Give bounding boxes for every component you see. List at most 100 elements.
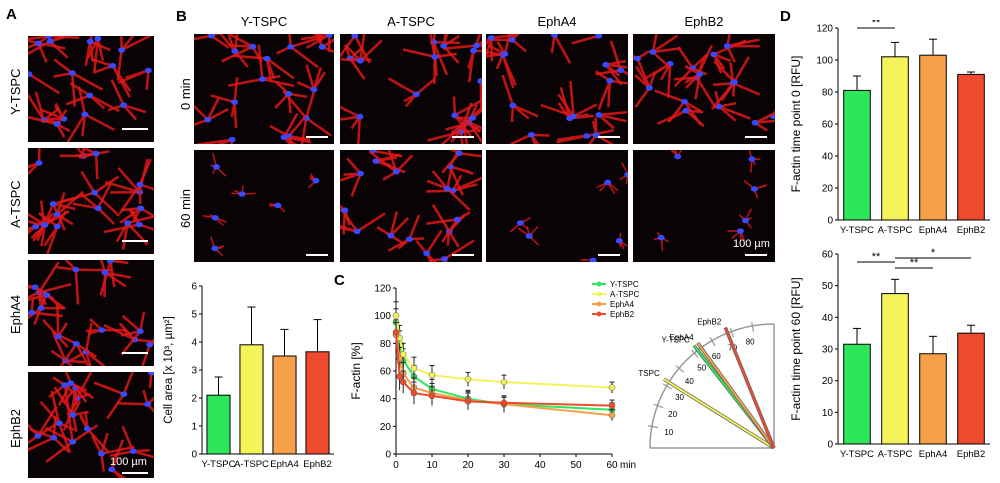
data-point bbox=[396, 373, 403, 380]
angle-line bbox=[663, 378, 775, 449]
cell-stain bbox=[340, 34, 482, 144]
scale-bar-label: 100 µm bbox=[110, 456, 147, 468]
scale-bar bbox=[122, 128, 148, 130]
x-tick-label: Y-TSPC bbox=[202, 459, 236, 470]
scale-bar bbox=[122, 240, 148, 242]
y-tick-label: 20 bbox=[822, 184, 834, 195]
x-tick-label: EphA4 bbox=[270, 459, 299, 470]
y-tick-label: 5 bbox=[191, 310, 197, 321]
significance-label: ** bbox=[872, 251, 881, 263]
legend-marker bbox=[596, 301, 602, 307]
cell-stain bbox=[28, 148, 154, 254]
cell-stain bbox=[653, 150, 768, 251]
x-tick-label: 0 bbox=[393, 460, 399, 471]
bar bbox=[881, 56, 909, 221]
micrograph-a-ephb2 bbox=[28, 372, 154, 478]
data-point bbox=[410, 364, 418, 372]
y-tick-label: 120 bbox=[374, 284, 391, 295]
micrograph-b-atspc-60 bbox=[340, 150, 482, 262]
micrograph-b-epha4-60 bbox=[486, 150, 628, 262]
y-tick-label: 0 bbox=[385, 450, 391, 461]
panel-a-letter: A bbox=[6, 6, 17, 23]
cell-stain bbox=[28, 36, 152, 142]
angle-tick-label: 80 bbox=[746, 338, 755, 347]
panel-b-column-label: EphB2 bbox=[684, 14, 724, 29]
cell-stain bbox=[509, 162, 628, 262]
angle-tick-label: 10 bbox=[664, 428, 673, 437]
angle-tick bbox=[709, 336, 716, 347]
cell-stain bbox=[194, 34, 334, 144]
significance-label: * bbox=[931, 247, 936, 259]
scale-bar bbox=[745, 254, 767, 256]
micrograph-b-ytspc-0 bbox=[194, 34, 334, 144]
data-point bbox=[428, 392, 436, 400]
cell-stain bbox=[486, 34, 628, 144]
bar bbox=[843, 343, 871, 445]
x-tick-label: Y-TSPC bbox=[840, 225, 874, 236]
y-axis-label: Cell area [x 10³, µm²] bbox=[163, 316, 175, 424]
x-tick-label: 30 bbox=[498, 460, 510, 471]
data-point bbox=[410, 389, 418, 397]
y-tick-label: 20 bbox=[380, 422, 392, 433]
legend-label: EphB2 bbox=[610, 310, 635, 319]
x-axis-label: min bbox=[620, 460, 636, 471]
y-tick-label: 4 bbox=[191, 338, 197, 349]
x-tick-label: 40 bbox=[534, 460, 546, 471]
scale-bar bbox=[598, 254, 620, 256]
scale-bar bbox=[306, 254, 328, 256]
data-point bbox=[392, 329, 400, 336]
f-actin-t60-chart: 0 10 20 30 40 50 60 Y-TSPC A-TSPC EphA4 EphB2 F-act… bbox=[789, 247, 990, 460]
panel-b-row-label: 0 min bbox=[178, 78, 193, 110]
panel-a-row-label: A-TSPC bbox=[8, 180, 23, 228]
x-tick-label: EphB2 bbox=[957, 449, 986, 460]
y-tick-label: 100 bbox=[816, 56, 833, 67]
y-tick-label: 30 bbox=[822, 345, 834, 356]
x-tick-label: EphB2 bbox=[957, 225, 986, 236]
y-axis-label: F-actin time point 60 [RFU] bbox=[789, 277, 803, 420]
scale-bar-label: 100 µm bbox=[733, 238, 770, 250]
angle-tick bbox=[729, 327, 735, 338]
legend-marker bbox=[596, 281, 602, 287]
angle-tick bbox=[662, 383, 673, 390]
bar bbox=[919, 353, 947, 445]
cell-stain bbox=[202, 153, 320, 257]
y-tick-label: 80 bbox=[380, 339, 392, 350]
y-tick-label: 0 bbox=[827, 216, 833, 227]
bar bbox=[957, 73, 985, 221]
data-point bbox=[608, 384, 616, 391]
x-tick-label: A-TSPC bbox=[878, 449, 913, 460]
y-tick-label: 60 bbox=[822, 120, 834, 131]
legend-marker bbox=[596, 311, 602, 317]
y-tick-label: 40 bbox=[822, 152, 834, 163]
x-tick-label: 50 bbox=[570, 460, 582, 471]
angle-line bbox=[696, 342, 775, 449]
y-tick-label: 6 bbox=[191, 282, 197, 293]
y-tick-label: 1 bbox=[191, 422, 197, 433]
cell-stain bbox=[340, 150, 482, 262]
data-point bbox=[464, 398, 472, 405]
angle-line bbox=[724, 327, 775, 449]
data-point bbox=[608, 412, 616, 419]
cell-stain bbox=[28, 372, 154, 478]
panel-a-row-label: EphB2 bbox=[8, 408, 23, 448]
y-tick-label: 3 bbox=[191, 366, 197, 377]
y-tick-label: 100 bbox=[374, 311, 391, 322]
angle-tick-label: 30 bbox=[675, 393, 684, 402]
data-point bbox=[608, 402, 616, 409]
bar bbox=[919, 54, 947, 221]
angle-arc bbox=[649, 323, 775, 449]
micrograph-b-ytspc-60 bbox=[194, 150, 334, 262]
micrograph-a-ytspc bbox=[28, 36, 154, 142]
bar bbox=[239, 344, 264, 455]
panel-b-column-label: A-TSPC bbox=[387, 14, 435, 29]
panel-a-row-label: Y-TSPC bbox=[8, 68, 23, 115]
panel-c-letter: C bbox=[334, 272, 345, 289]
y-tick-label: 40 bbox=[380, 394, 392, 405]
x-tick-label: 20 bbox=[462, 460, 474, 471]
y-tick-label: 80 bbox=[822, 88, 834, 99]
data-point bbox=[399, 378, 407, 386]
significance-label: ** bbox=[872, 20, 881, 29]
angle-tick-label: 20 bbox=[668, 410, 677, 419]
